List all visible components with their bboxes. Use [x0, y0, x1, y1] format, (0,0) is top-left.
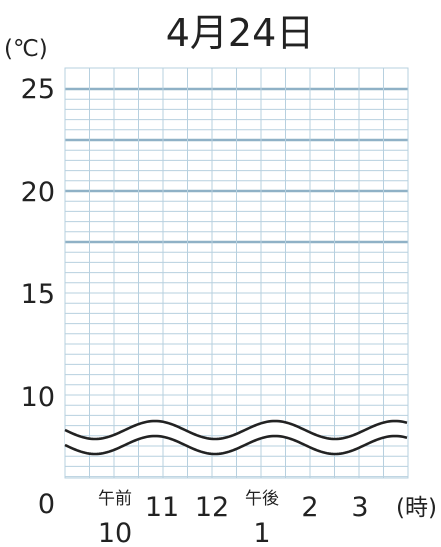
x-tick-label: 3 [351, 492, 368, 523]
x-tick-label-hour: 10 [98, 518, 132, 547]
x-tick-label: 午後 [245, 489, 279, 509]
y-tick-label: 25 [21, 74, 55, 105]
y-tick-label: 15 [21, 279, 55, 310]
y-tick-label: 0 [38, 489, 55, 520]
y-axis-unit: (℃) [4, 36, 48, 62]
plot-frame [64, 67, 409, 479]
x-tick-label: 2 [301, 492, 318, 523]
axis-break-line-lower [64, 434, 408, 456]
x-tick-label-hour: 1 [253, 518, 270, 547]
x-tick-label: 11 [145, 492, 179, 523]
x-axis-unit: (時) [396, 495, 437, 521]
axis-break-band [65, 421, 407, 454]
y-tick-label: 20 [21, 177, 55, 208]
y-tick-label: 10 [21, 382, 55, 413]
x-tick-label: 12 [195, 492, 229, 523]
chart-title: 4月24日 [166, 11, 315, 55]
grid [64, 67, 409, 479]
x-tick-label: 午前 [98, 489, 132, 509]
axis-break [64, 419, 408, 456]
axis-break-line-upper [64, 419, 408, 441]
